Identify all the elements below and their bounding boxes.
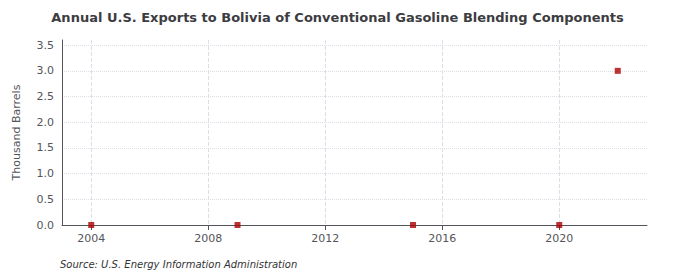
svg-text:2012: 2012 [311,232,339,245]
svg-text:Annual U.S. Exports to Bolivia: Annual U.S. Exports to Bolivia of Conven… [51,10,624,25]
svg-text:0.5: 0.5 [37,193,55,206]
svg-text:1.0: 1.0 [37,167,55,180]
svg-text:2020: 2020 [545,232,573,245]
svg-text:0.0: 0.0 [37,219,55,232]
svg-text:3.0: 3.0 [37,64,55,77]
svg-text:2004: 2004 [77,232,105,245]
svg-text:2.5: 2.5 [37,90,55,103]
svg-text:2.0: 2.0 [37,116,55,129]
svg-text:Thousand Barrels: Thousand Barrels [10,84,23,181]
svg-text:2008: 2008 [194,232,222,245]
svg-text:Source: U.S. Energy Informatio: Source: U.S. Energy Information Administ… [60,259,297,270]
svg-text:2016: 2016 [428,232,456,245]
svg-text:3.5: 3.5 [37,39,55,52]
svg-text:1.5: 1.5 [37,141,55,154]
